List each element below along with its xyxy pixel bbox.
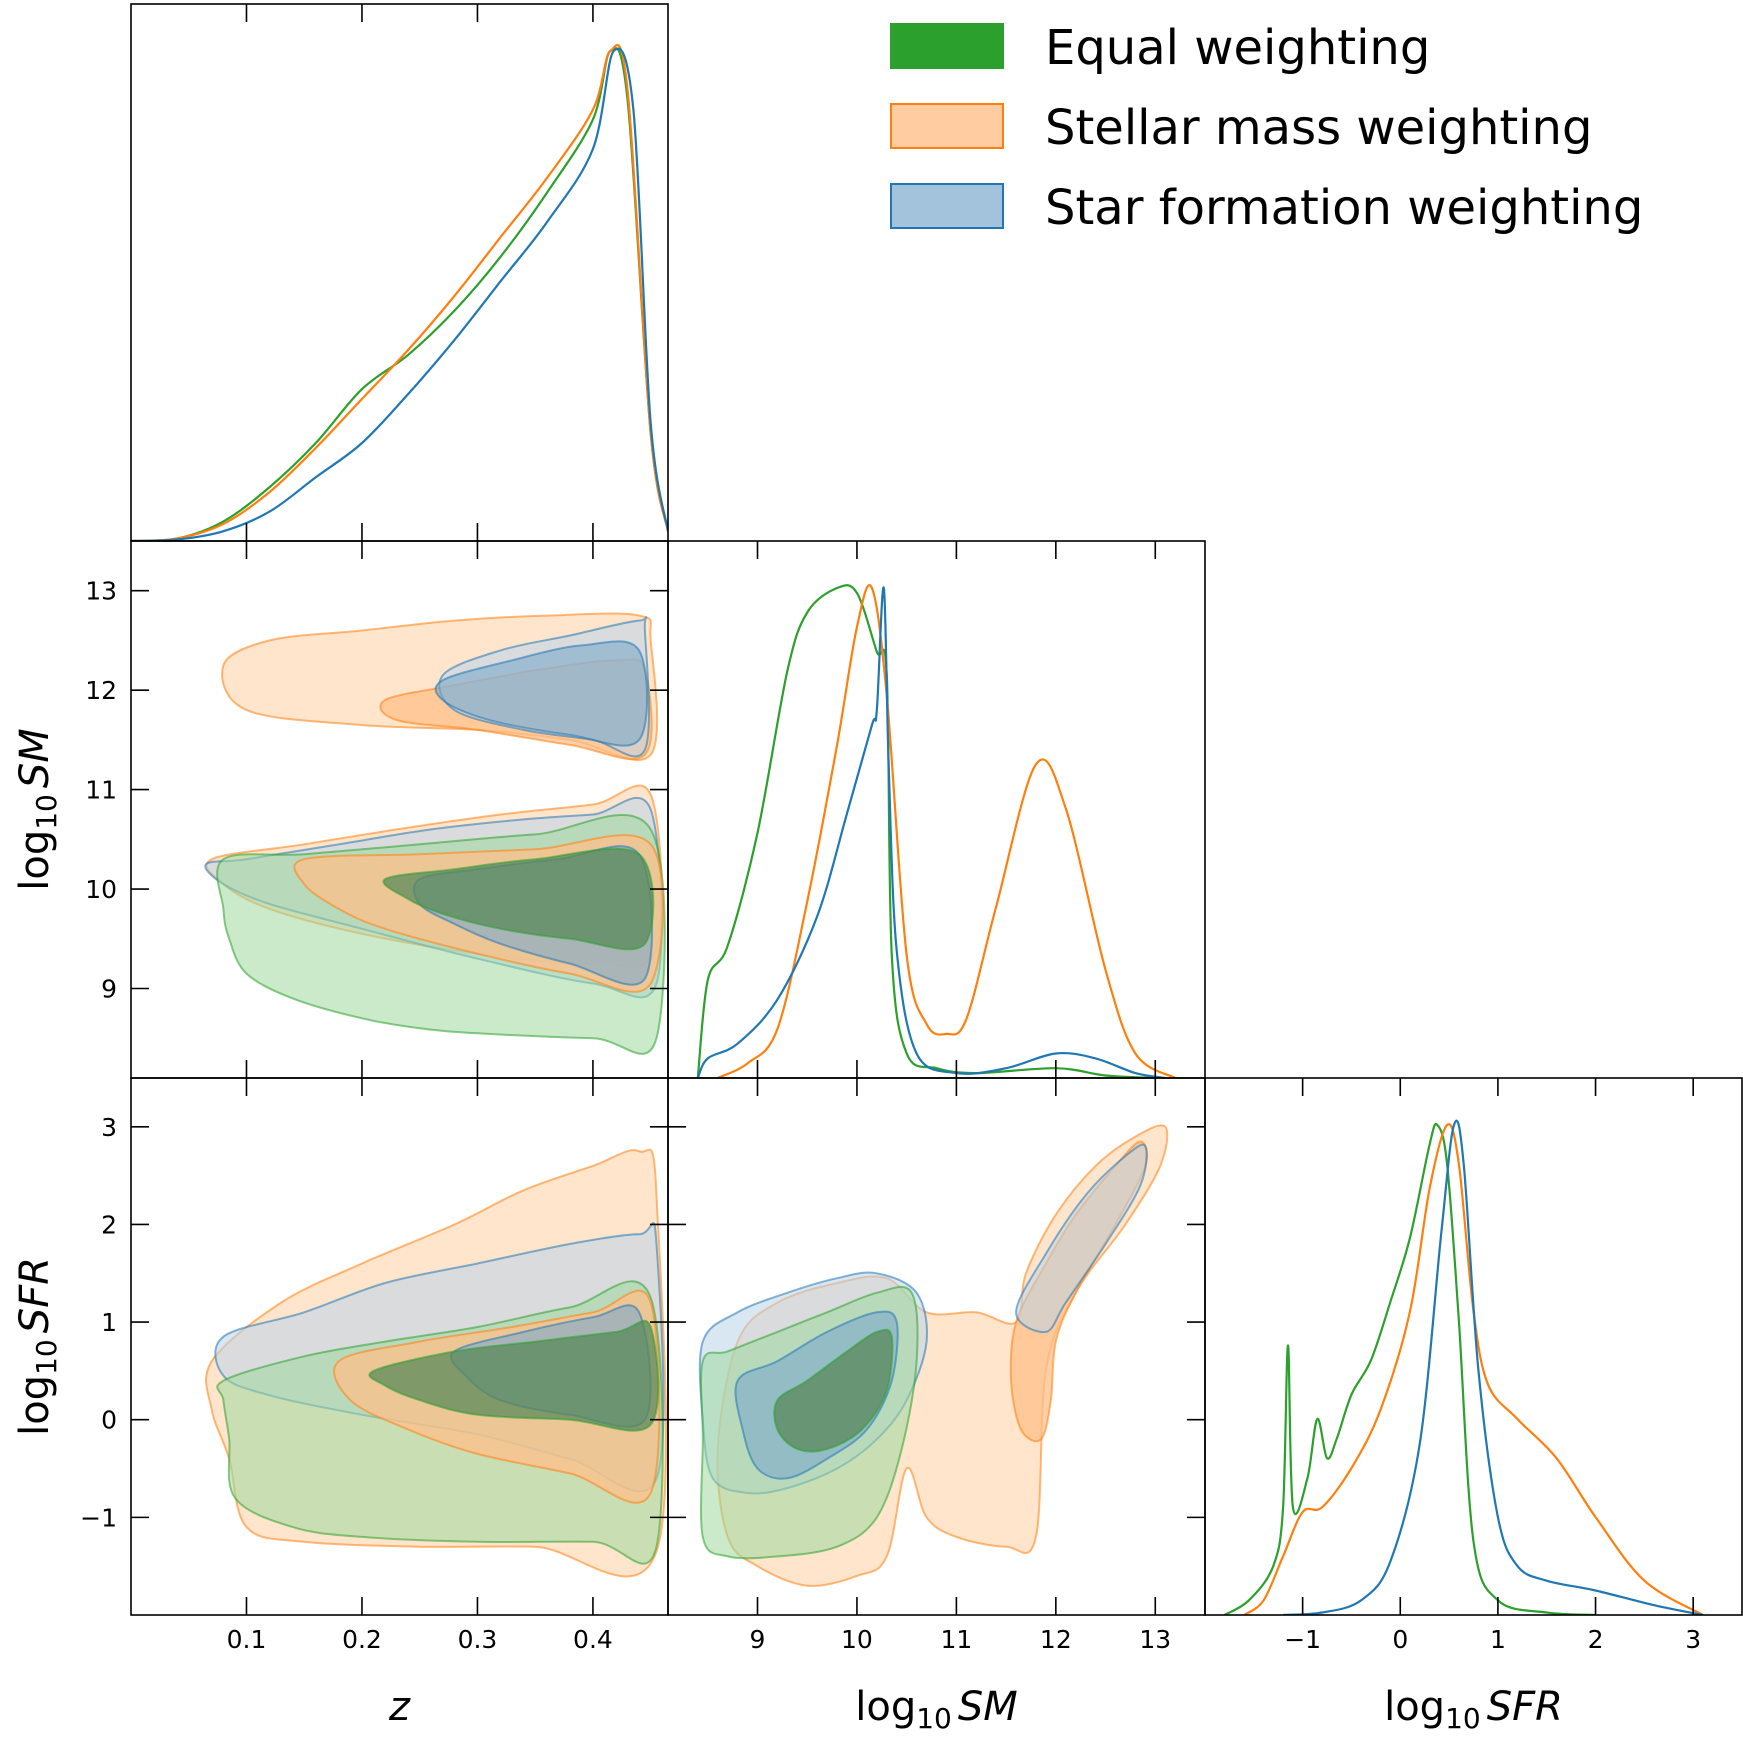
x-axis-label-z: z — [388, 1684, 411, 1730]
x-tick-label-sm: 10 — [841, 1625, 873, 1654]
legend-swatch-stellar — [890, 103, 1004, 149]
legend: Equal weighting Stellar mass weighting Sta… — [890, 20, 1643, 236]
x-axis-label-sm-log: log — [855, 1684, 916, 1730]
x-tick-label-z: 0.4 — [573, 1625, 613, 1654]
legend-label-star: Star formation weighting — [1045, 180, 1643, 236]
x-axis-label-sfr-sub: 10 — [1445, 1702, 1481, 1735]
marginal-sfr — [1223, 1119, 1704, 1615]
marginal-sm — [696, 584, 1176, 1078]
frame-layer — [130, 3, 1743, 1616]
legend-swatch-equal — [890, 23, 1004, 69]
x-axis-label-sfr-var: SFR — [1487, 1684, 1563, 1730]
marginal-layer — [131, 43, 1704, 1615]
y-tick-label-sm: 13 — [85, 577, 117, 606]
x-tick-label-sfr: −1 — [1284, 1625, 1321, 1654]
y-tick-label-sfr: 3 — [101, 1113, 117, 1142]
contour-sfr_vs_sm-star-hi — [1015, 1143, 1148, 1334]
legend-label-stellar: Stellar mass weighting — [1045, 100, 1592, 156]
x-tick-label-z: 0.2 — [342, 1625, 382, 1654]
x-tick-label-sfr: 2 — [1588, 1625, 1604, 1654]
y-axis-label-sm: log10 SM — [12, 728, 63, 891]
marginal-sfr-stellar-line — [1243, 1123, 1704, 1615]
x-axis-label-sm-sub: 10 — [916, 1702, 952, 1735]
panel-frame-2-2 — [1204, 1077, 1743, 1616]
x-tick-label-sm: 12 — [1040, 1625, 1072, 1654]
x-axis-label-sfr-log: log — [1384, 1684, 1445, 1730]
contours-sfr_vs_sm — [698, 1124, 1169, 1587]
x-tick-label-z: 0.1 — [227, 1625, 267, 1654]
contours-sfr_vs_z — [205, 1148, 668, 1578]
x-tick-label-sm: 9 — [750, 1625, 766, 1654]
marginal-sfr-star-line — [1283, 1119, 1704, 1615]
panel-frame-1-1 — [667, 540, 1206, 1079]
y-axis-label-sfr-log: log — [12, 1375, 58, 1436]
y-tick-label-sm: 11 — [85, 776, 117, 805]
marginal-sfr-equal-line — [1223, 1122, 1596, 1615]
contour-sm_vs_z-star-inner-hi — [434, 640, 649, 747]
x-tick-label-z: 0.3 — [458, 1625, 498, 1654]
x-tick-label-sfr: 3 — [1685, 1625, 1701, 1654]
x-tick-label-sfr: 1 — [1490, 1625, 1506, 1654]
x-axis-label-sm: log10 SM — [855, 1684, 1018, 1735]
contour-sm_vs_z-equal-inner-lo — [382, 847, 655, 951]
contour-layer — [204, 612, 1169, 1587]
x-tick-label-sm: 11 — [940, 1625, 972, 1654]
x-tick-label-sfr: 0 — [1392, 1625, 1408, 1654]
panel-frame-0-0 — [130, 3, 669, 542]
contour-sfr_vs_sm-equal-inner — [773, 1328, 894, 1453]
y-axis-label-sfr-sub: 10 — [30, 1339, 63, 1375]
contours-sm_vs_z — [204, 612, 666, 1055]
y-tick-label-sfr: 0 — [101, 1406, 117, 1435]
y-tick-label-sm: 9 — [101, 975, 117, 1004]
y-tick-label-sfr: 1 — [101, 1308, 117, 1337]
legend-swatch-star — [890, 183, 1004, 229]
y-axis-label-sm-log: log — [12, 830, 58, 891]
marginal-sm-star-line — [696, 586, 1166, 1078]
tick-layer: 0.1 0.2 0.3 0.4 9 10 11 12 13 −1 0 1 2 3910111213−101… — [80, 4, 1701, 1654]
y-axis-label-sm-sub: 10 — [30, 794, 63, 830]
y-axis-label-sm-var: SM — [12, 728, 58, 788]
x-tick-label-sm: 13 — [1139, 1625, 1171, 1654]
marginal-z-equal-line — [131, 47, 668, 541]
x-axis-label-sm-var: SM — [958, 1684, 1018, 1730]
y-tick-label-sfr: 2 — [101, 1210, 117, 1239]
marginal-sm-equal-line — [696, 584, 1156, 1078]
marginal-z-stellar-line — [131, 43, 668, 541]
marginal-z-star-line — [131, 47, 668, 541]
marginal-z — [131, 43, 668, 541]
y-tick-label-sm: 10 — [85, 875, 117, 904]
x-axis-label-sfr: log10 SFR — [1384, 1684, 1563, 1735]
y-tick-label-sfr: −1 — [80, 1503, 117, 1532]
y-axis-label-sfr-var: SFR — [12, 1257, 58, 1333]
y-tick-label-sm: 12 — [85, 676, 117, 705]
legend-label-equal: Equal weighting — [1045, 20, 1430, 76]
marginal-sm-stellar-line — [717, 584, 1176, 1078]
y-axis-label-sfr: log10 SFR — [12, 1257, 63, 1436]
contour-sfr_vs_z-equal-inner — [368, 1319, 660, 1432]
